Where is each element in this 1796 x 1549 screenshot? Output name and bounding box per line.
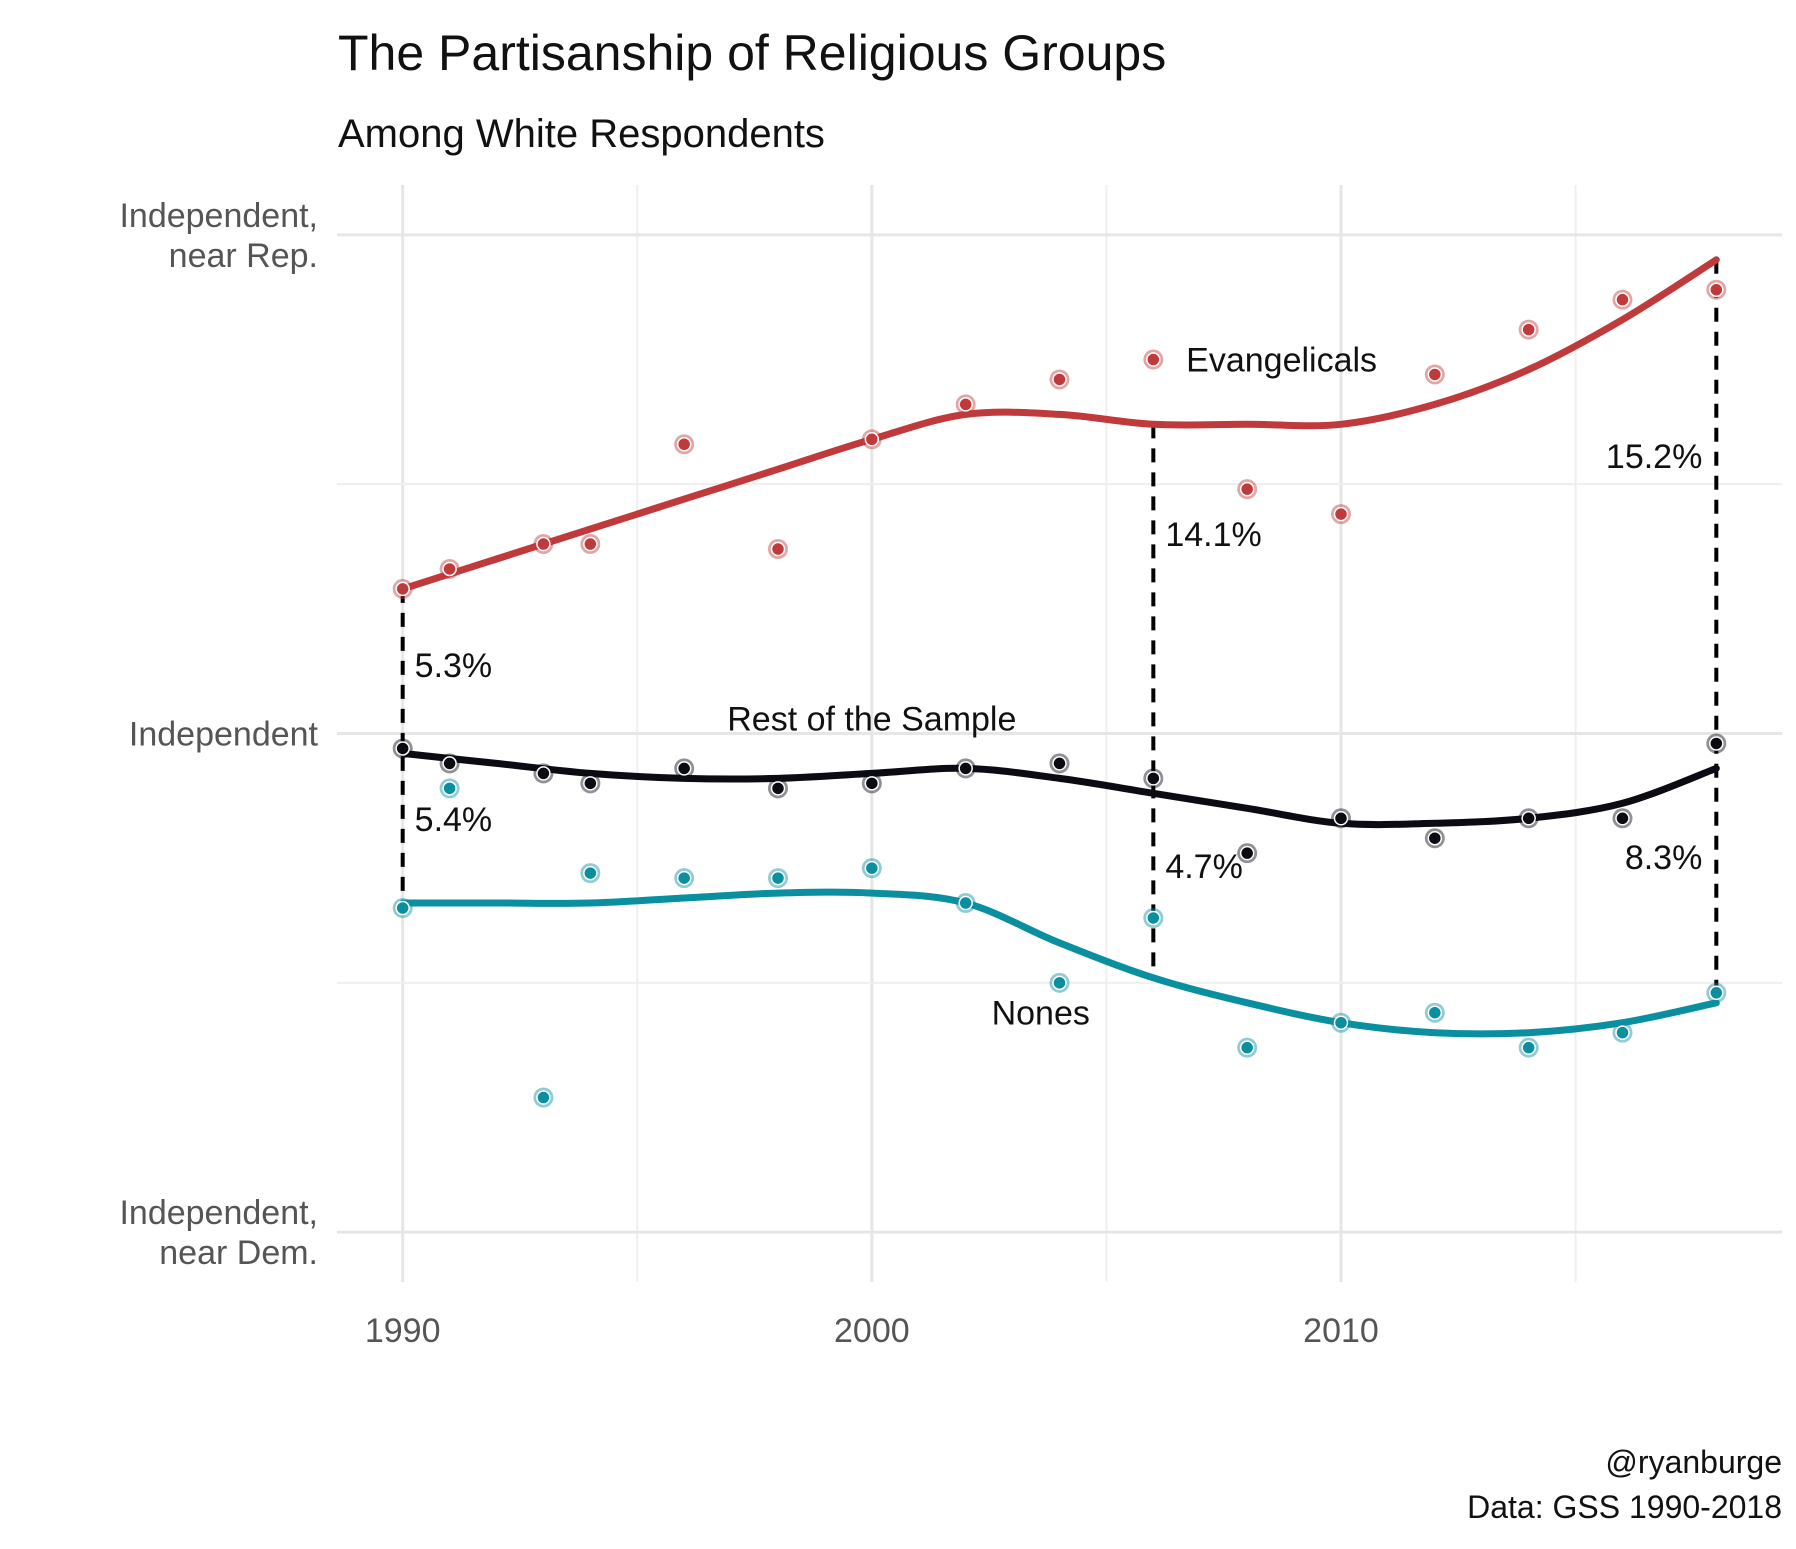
smooth-line-rest-of-the-sample	[399, 749, 1720, 829]
point-rest-of-the-sample-2018	[1709, 736, 1724, 751]
gap-label-lower-2018: 8.3%	[1625, 839, 1703, 877]
series-label-rest-of-the-sample: Rest of the Sample	[727, 701, 1016, 739]
point-evangelicals-1998	[770, 541, 786, 557]
point-nones-2006	[1146, 910, 1161, 926]
gap-label-upper-1990: 5.3%	[415, 647, 493, 685]
point-evangelicals-2000	[864, 432, 880, 447]
point-rest-of-the-sample-1990	[395, 741, 410, 756]
point-nones-2014	[1521, 1040, 1536, 1055]
x-tick-label-2000: 2000	[834, 1312, 910, 1350]
y-axis: Independent, near Dem. Independent Independ…	[119, 197, 318, 1272]
point-nones-2002	[958, 895, 973, 911]
point-rest-of-the-sample-1998	[770, 781, 786, 796]
smooth-line-nones	[399, 888, 1720, 1038]
point-evangelicals-1996	[676, 437, 692, 452]
point-nones-2018	[1709, 985, 1724, 1001]
point-rest-of-the-sample-1993	[536, 766, 551, 781]
point-rest-of-the-sample-2012	[1427, 830, 1443, 846]
point-evangelicals-2012	[1427, 367, 1443, 382]
point-nones-2016	[1615, 1025, 1630, 1040]
point-rest-of-the-sample-2002	[958, 761, 973, 776]
point-rest-of-the-sample-1991	[442, 756, 457, 771]
point-nones-1993	[536, 1090, 551, 1105]
gap-label-lower-1990: 5.4%	[415, 801, 493, 839]
smooth-lines	[399, 256, 1720, 1038]
gap-label-lower-2006: 4.7%	[1165, 848, 1243, 886]
point-rest-of-the-sample-2008	[1239, 845, 1255, 861]
point-nones-1994	[583, 865, 598, 881]
point-rest-of-the-sample-1994	[583, 776, 598, 791]
data-points	[392, 279, 1727, 1108]
point-rest-of-the-sample-2010	[1333, 811, 1349, 826]
x-axis: 1990 2000 2010	[365, 1312, 1379, 1350]
point-evangelicals-2002	[958, 397, 973, 412]
point-rest-of-the-sample-2004	[1052, 756, 1067, 771]
point-nones-1998	[770, 870, 786, 886]
y-tick-label: Independent, near Rep.	[119, 197, 318, 275]
caption-source: Data: GSS 1990-2018	[1467, 1489, 1782, 1525]
point-evangelicals-1994	[583, 536, 598, 552]
point-evangelicals-2004	[1052, 372, 1067, 387]
point-evangelicals-2018	[1709, 282, 1724, 297]
point-evangelicals-2014	[1521, 322, 1536, 337]
series-label-nones: Nones	[992, 995, 1090, 1033]
point-nones-1991	[442, 781, 457, 796]
point-evangelicals-2008	[1239, 481, 1255, 497]
point-evangelicals-2016	[1615, 292, 1630, 307]
gap-label-upper-2006: 14.1%	[1165, 516, 1261, 554]
point-nones-2000	[864, 860, 880, 876]
point-evangelicals-2010	[1333, 506, 1349, 522]
point-nones-2010	[1333, 1015, 1349, 1030]
point-evangelicals-1990	[395, 581, 410, 597]
gridlines	[337, 185, 1782, 1282]
point-rest-of-the-sample-1996	[676, 761, 692, 776]
series-label-evangelicals: Evangelicals	[1186, 342, 1377, 380]
point-rest-of-the-sample-2006	[1146, 771, 1161, 786]
point-rest-of-the-sample-2014	[1521, 811, 1536, 826]
point-nones-1990	[395, 900, 410, 916]
y-tick-label: Independent	[129, 716, 319, 754]
point-evangelicals-1991	[442, 561, 457, 577]
caption-handle: @ryanburge	[1605, 1444, 1782, 1480]
chart-title: The Partisanship of Religious Groups	[338, 25, 1166, 81]
point-nones-2012	[1427, 1005, 1443, 1020]
point-rest-of-the-sample-2000	[864, 776, 880, 791]
point-evangelicals-2006	[1146, 352, 1161, 367]
smooth-line-evangelicals	[399, 256, 1720, 593]
x-tick-label-1990: 1990	[365, 1312, 441, 1350]
x-tick-label-2010: 2010	[1303, 1312, 1379, 1350]
point-nones-2008	[1239, 1040, 1255, 1055]
annotations: 5.3% 5.4% 14.1% 4.7% 15.2% 8.3% Evangelicals Re…	[415, 342, 1703, 1033]
point-evangelicals-1993	[536, 536, 551, 552]
point-nones-1996	[676, 870, 692, 886]
point-rest-of-the-sample-2016	[1615, 811, 1630, 826]
y-tick-label: Independent, near Dem.	[119, 1194, 318, 1272]
point-nones-2004	[1052, 975, 1067, 991]
chart-subtitle: Among White Respondents	[338, 112, 825, 156]
gap-label-upper-2018: 15.2%	[1606, 438, 1702, 476]
